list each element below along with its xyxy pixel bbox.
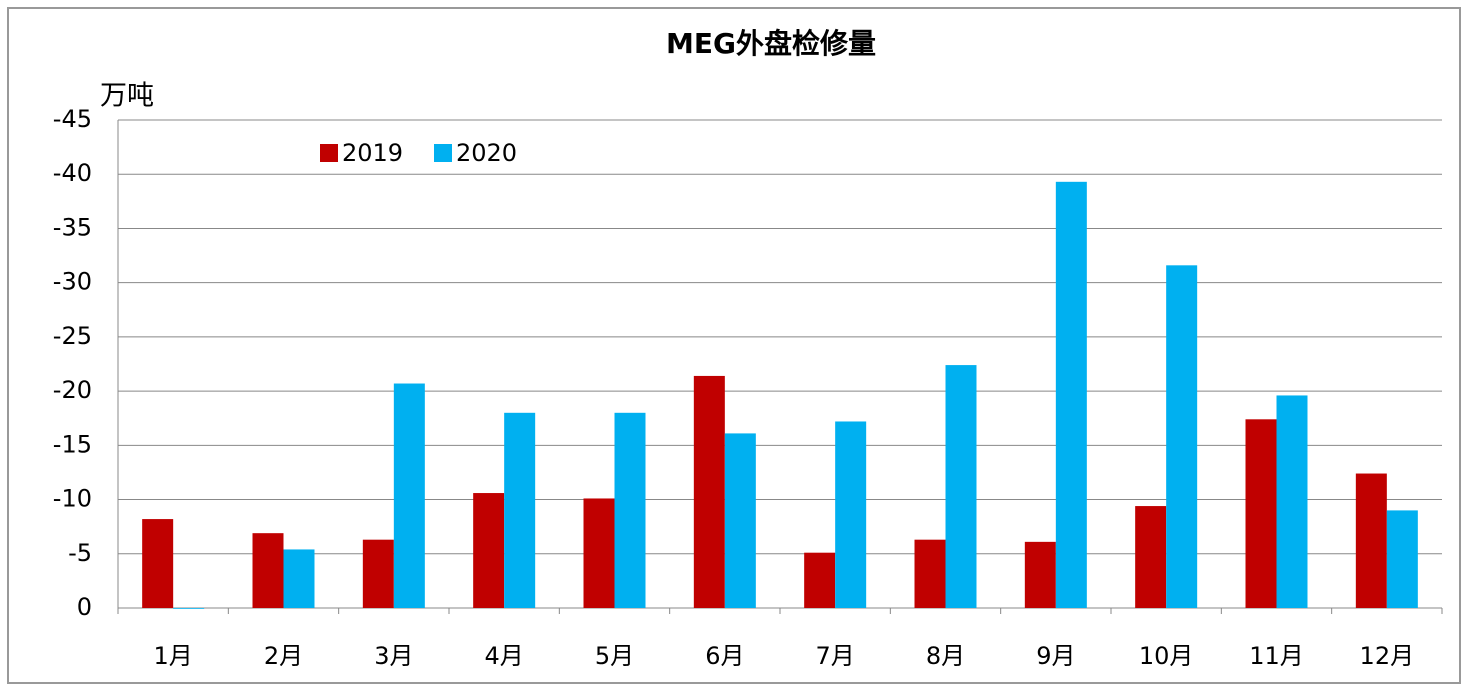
y-axis-label: 万吨	[100, 81, 154, 112]
bar	[835, 421, 867, 608]
x-tick-label: 7月	[816, 642, 855, 670]
bar	[1135, 506, 1167, 608]
y-tick-label: -30	[53, 268, 92, 296]
y-tick-label: -40	[53, 159, 92, 187]
x-tick-label: 12月	[1360, 642, 1415, 670]
y-tick-label: 0	[77, 593, 92, 621]
bar	[283, 549, 315, 608]
bar	[1166, 265, 1198, 608]
x-tick-label: 10月	[1139, 642, 1194, 670]
bar	[142, 519, 174, 608]
bar	[945, 365, 977, 608]
legend-swatch	[434, 144, 452, 162]
bar	[252, 533, 284, 608]
y-tick-label: -15	[53, 430, 92, 458]
x-tick-label: 6月	[705, 642, 744, 670]
bar	[173, 608, 205, 609]
x-tick-label: 11月	[1249, 642, 1304, 670]
x-tick-label: 1月	[154, 642, 193, 670]
x-tick-label: 2月	[264, 642, 303, 670]
bar	[724, 433, 756, 608]
bar	[1276, 395, 1308, 608]
bar	[1024, 541, 1056, 608]
y-tick-label: -45	[53, 105, 92, 133]
y-tick-label: -5	[68, 539, 92, 567]
legend-label: 2019	[342, 139, 403, 167]
bar	[693, 375, 725, 608]
x-tick-label: 3月	[374, 642, 413, 670]
x-tick-label: 9月	[1036, 642, 1075, 670]
legend-label: 2020	[456, 139, 517, 167]
bar	[473, 493, 505, 608]
y-tick-label: -10	[53, 485, 92, 513]
bar	[362, 539, 394, 608]
bar	[393, 383, 425, 608]
y-tick-label: -25	[53, 322, 92, 350]
x-tick-label: 4月	[485, 642, 524, 670]
bar	[1245, 419, 1277, 608]
bar	[804, 552, 836, 608]
x-tick-label: 5月	[595, 642, 634, 670]
y-tick-label: -20	[53, 376, 92, 404]
chart-title: MEG外盘检修量	[666, 27, 876, 60]
bar	[914, 539, 946, 608]
legend-swatch	[320, 144, 338, 162]
bar	[504, 412, 536, 608]
bar	[583, 498, 615, 608]
bar	[1055, 181, 1087, 608]
bar	[1386, 510, 1418, 608]
bar	[1355, 473, 1387, 608]
x-tick-label: 8月	[926, 642, 965, 670]
bar	[614, 412, 646, 608]
y-tick-label: -35	[53, 213, 92, 241]
